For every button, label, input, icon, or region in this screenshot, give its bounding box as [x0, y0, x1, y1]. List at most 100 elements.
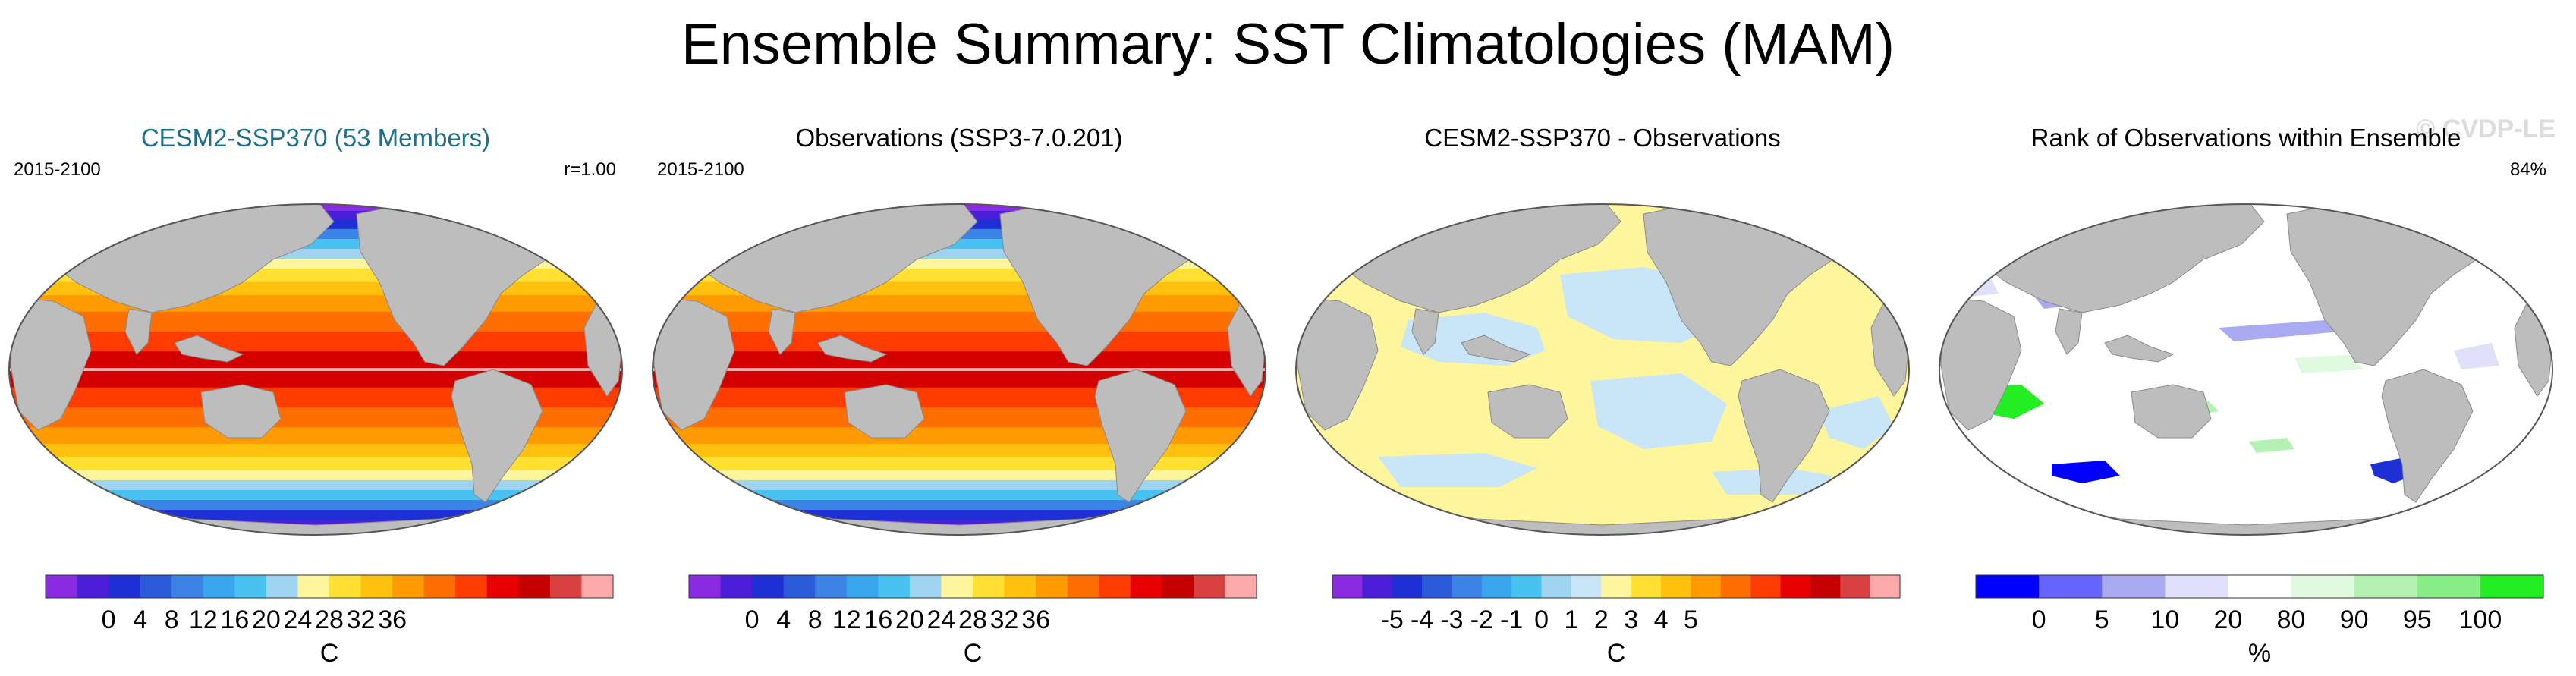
colorbar-swatch	[1631, 575, 1662, 598]
rank-patch	[2454, 343, 2499, 369]
colorbar-swatch	[815, 575, 848, 598]
colorbar-tick-label: 95	[2403, 605, 2432, 634]
colorbar-swatch	[1541, 575, 1572, 598]
panel-ensemble-mean: CESM2-SSP370 (53 Members) 2015-2100 r=1.…	[0, 114, 631, 675]
colorbar-swatch	[1099, 575, 1131, 598]
colorbar-swatch	[360, 575, 393, 598]
pattern-correlation-label: r=1.00	[564, 159, 616, 180]
colorbar-swatch	[1392, 575, 1423, 598]
colorbar-tick-label: -2	[1470, 605, 1493, 634]
colorbar-tick-label: 100	[2459, 605, 2502, 634]
difference-patch	[1378, 453, 1537, 487]
land-mass	[451, 369, 543, 503]
colorbar-tick-label: 24	[927, 605, 956, 634]
land-mass	[2381, 369, 2474, 503]
colorbar-tick-label: 0	[745, 605, 760, 634]
land-mass	[817, 335, 888, 363]
land-mass	[1487, 384, 1568, 439]
colorbar-swatch	[518, 575, 551, 598]
land-mass	[844, 384, 925, 439]
land-mass	[2104, 335, 2175, 363]
colorbar-swatch	[266, 575, 298, 598]
land-mass	[1940, 297, 2022, 431]
colorbar-swatch	[1130, 575, 1162, 598]
colorbar-tick-label: 28	[958, 605, 987, 634]
colorbar-tick-label: 20	[2214, 605, 2243, 634]
colorbar-tick-label: 20	[252, 605, 281, 634]
colorbar-tick-label: 10	[2150, 605, 2179, 634]
rank-patch	[2249, 438, 2294, 453]
colorbar-swatch	[455, 575, 488, 598]
colorbar-swatch	[2480, 575, 2544, 598]
land-mass	[653, 297, 735, 431]
colorbar-swatch	[2354, 575, 2418, 598]
land-mass	[2131, 384, 2212, 439]
colorbar-tick-label: 28	[315, 605, 344, 634]
colorbar-tick-label: 16	[220, 605, 249, 634]
colorbar-swatch	[297, 575, 330, 598]
colorbar-swatch	[1511, 575, 1543, 598]
colorbar-swatch	[2417, 575, 2481, 598]
colorbar-swatch	[973, 575, 1005, 598]
colorbar-swatch	[878, 575, 911, 598]
colorbar-tick-label: -5	[1381, 605, 1404, 634]
colorbar-swatch	[486, 575, 519, 598]
map-fill	[1296, 204, 1909, 535]
colorbar-swatch	[46, 575, 78, 598]
colorbar-unit-label: %	[2248, 639, 2271, 668]
colorbar-swatch	[1036, 575, 1068, 598]
colorbar-swatch	[783, 575, 816, 598]
colorbar-swatch	[1452, 575, 1483, 598]
panel-title: Observations (SSP3-7.0.201)	[795, 124, 1123, 152]
colorbar-swatch	[1481, 575, 1512, 598]
temperature-band	[9, 368, 622, 371]
colorbar: 0 4 8 12 16 20 24 28 32 36 C	[45, 574, 614, 668]
colorbar-tick-label: 4	[776, 605, 791, 634]
colorbar-tick-label: 8	[165, 605, 179, 634]
land-mass	[124, 308, 153, 355]
colorbar-swatch	[329, 575, 362, 598]
colorbar-swatch	[1870, 575, 1901, 598]
colorbar-swatch	[171, 575, 204, 598]
colorbar-tick-label: 0	[102, 605, 116, 634]
colorbar-swatch	[752, 575, 785, 598]
map-fill	[1939, 204, 2552, 535]
rank-patch	[2052, 461, 2120, 483]
map-outline	[652, 203, 1266, 536]
colorbar-swatch	[1661, 575, 1691, 598]
colorbar-tick-label: 24	[284, 605, 313, 634]
colorbar-swatch	[1780, 575, 1811, 598]
rank-patch	[2294, 354, 2363, 373]
panel-rank: © CVDP-LE Rank of Observations within En…	[1930, 114, 2562, 675]
panel-title: Rank of Observations within Ensemble	[2030, 124, 2461, 152]
colorbar-tick-label: 0	[1534, 605, 1549, 634]
colorbar-swatch	[941, 575, 973, 598]
colorbar-tick-label: 2	[1594, 605, 1609, 634]
colorbar-tick-label: 8	[808, 605, 822, 634]
colorbar-swatch	[1810, 575, 1841, 598]
colorbar-swatch	[1067, 575, 1099, 598]
colorbar-tick-label: 4	[1654, 605, 1669, 634]
land-mass	[2415, 204, 2493, 237]
colorbar-tick-label: 16	[863, 605, 892, 634]
colorbar-tick-label: 4	[133, 605, 147, 634]
colorbar: 0 5 10 20 80 90 95 100%	[1975, 574, 2544, 668]
colorbar-tick-label: 5	[1684, 605, 1698, 634]
land-mass	[174, 335, 244, 363]
rank-patch	[2219, 320, 2340, 341]
colorbar-swatch	[2228, 575, 2292, 598]
panel-title: CESM2-SSP370 (53 Members)	[140, 124, 491, 152]
panel-difference: CESM2-SSP370 - Observations -5 -4 -3 -2 -1 0 1…	[1287, 114, 1918, 675]
colorbar-tick-label: 3	[1624, 605, 1638, 634]
colorbar-swatch	[2291, 575, 2355, 598]
colorbar-swatch	[1750, 575, 1782, 598]
colorbar-tick-label: 36	[378, 605, 407, 634]
colorbar-swatch	[1571, 575, 1602, 598]
colorbar-swatch	[1162, 575, 1194, 598]
colorbar-swatch	[1976, 575, 2040, 598]
colorbar-tick-label: -4	[1411, 605, 1433, 634]
map-fill	[9, 204, 622, 535]
sst-map	[1939, 203, 2553, 536]
land-mass	[200, 384, 282, 439]
colorbar-swatch	[1601, 575, 1632, 598]
